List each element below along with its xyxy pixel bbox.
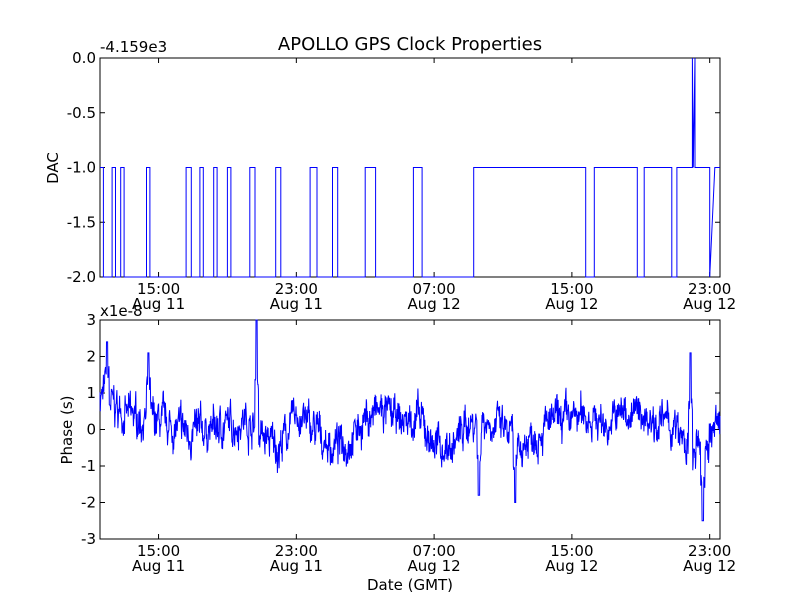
x-tick-label: 23:00 — [275, 280, 318, 298]
x-tick-date: Aug 12 — [545, 295, 598, 313]
dac-y-ticks: 0.0 -0.5 -1.0 -1.5 -2.0 — [67, 49, 720, 286]
y-tick-label: -2.0 — [67, 268, 96, 286]
y-tick-label: -2 — [81, 494, 96, 512]
x-tick-label: 15:00 — [550, 542, 593, 560]
x-tick-label: 23:00 — [688, 542, 731, 560]
y-tick-label: 3 — [86, 311, 96, 329]
x-tick-label: 07:00 — [412, 542, 455, 560]
x-tick-label: 23:00 — [275, 542, 318, 560]
x-tick-date: Aug 12 — [408, 557, 461, 575]
x-tick-date: Aug 12 — [545, 557, 598, 575]
x-axis-label: Date (GMT) — [367, 576, 453, 594]
dac-panel: -4.159e3 DAC 0.0-0.5-1.0-1.5-2.0 15:00Au… — [44, 38, 736, 313]
x-tick-date: Aug 11 — [270, 557, 323, 575]
x-tick-label: 15:00 — [550, 280, 593, 298]
x-tick-date: Aug 11 — [270, 295, 323, 313]
dac-series-line — [100, 57, 720, 278]
y-tick-label: 2 — [86, 348, 96, 366]
chart-title: APOLLO GPS Clock Properties — [278, 34, 542, 55]
y-tick-label: 1 — [86, 384, 96, 402]
x-tick-label: 23:00 — [688, 280, 731, 298]
phase-offset-label: x1e-8 — [100, 302, 143, 320]
x-tick-label: 15:00 — [137, 280, 180, 298]
x-tick-label: 15:00 — [137, 542, 180, 560]
x-tick-date: Aug 11 — [132, 557, 185, 575]
y-tick-label: -1 — [81, 457, 96, 475]
phase-y-label: Phase (s) — [58, 395, 76, 464]
y-tick-label: -3 — [81, 530, 96, 548]
x-tick-date: Aug 11 — [132, 295, 185, 313]
dac-y-label: DAC — [44, 152, 62, 184]
y-tick-label: -0.5 — [67, 104, 96, 122]
x-tick-label: 07:00 — [412, 280, 455, 298]
phase-series-line — [99, 319, 721, 522]
x-tick-date: Aug 12 — [408, 295, 461, 313]
y-tick-label: 0 — [86, 421, 96, 439]
y-tick-label: -1.0 — [67, 159, 96, 177]
y-tick-label: 0.0 — [72, 49, 96, 67]
phase-y-ticks: 3 2 1 0 -1 -2 -3 — [81, 311, 720, 548]
x-tick-date: Aug 12 — [683, 557, 736, 575]
dac-offset-label: -4.159e3 — [100, 38, 167, 56]
y-tick-label: -1.5 — [67, 213, 96, 231]
x-tick-date: Aug 12 — [683, 295, 736, 313]
